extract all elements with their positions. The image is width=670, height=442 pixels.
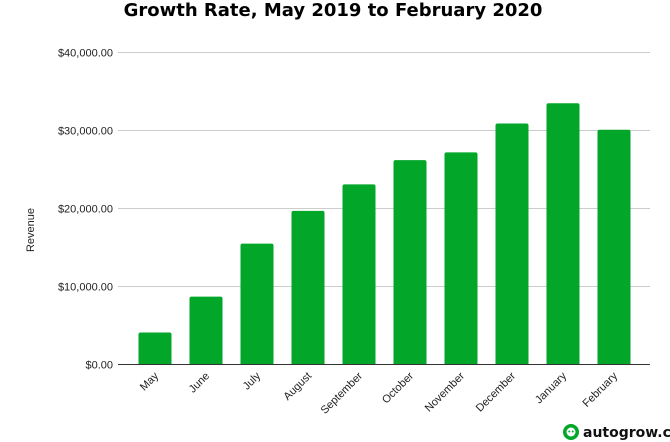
bar-july — [240, 243, 274, 365]
bar-september — [342, 184, 376, 365]
bar-june — [189, 296, 223, 365]
watermark-text: autogrow.co — [583, 425, 670, 441]
x-tick-label: June — [187, 370, 212, 395]
x-tick-label: July — [241, 370, 264, 393]
autogrow-watermark: autogrow.co — [563, 424, 670, 441]
x-tick-label: September — [319, 370, 366, 417]
bar-january — [546, 103, 580, 365]
x-tick-label: August — [281, 370, 314, 403]
y-tick-label: $0.00 — [85, 360, 113, 372]
x-tick-label: May — [138, 370, 162, 394]
x-tick-label: November — [423, 370, 468, 415]
y-tick-label: $20,000.00 — [58, 204, 113, 216]
x-tick-label: October — [380, 370, 416, 406]
x-tick-label: February — [581, 370, 621, 410]
bar-may — [138, 332, 172, 365]
bar-february — [597, 129, 631, 365]
y-tick-label: $30,000.00 — [58, 126, 113, 138]
y-axis-label: Revenue — [25, 208, 37, 252]
autogrow-logo-icon — [563, 424, 579, 440]
bar-august — [291, 210, 325, 365]
bar-november — [444, 152, 478, 365]
y-tick-label: $40,000.00 — [58, 48, 113, 60]
x-tick-label: December — [474, 370, 519, 415]
chart-title: Growth Rate, May 2019 to February 2020 — [124, 0, 543, 21]
x-tick-label: January — [533, 370, 570, 407]
bar-october — [393, 160, 427, 365]
y-tick-label: $10,000.00 — [58, 282, 113, 294]
bar-december — [495, 123, 529, 365]
